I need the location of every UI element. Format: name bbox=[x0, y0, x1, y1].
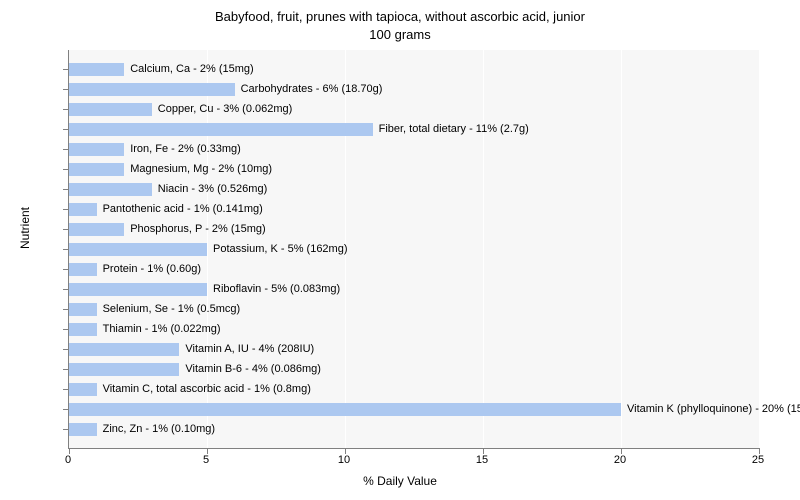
y-axis-title: Nutrient bbox=[18, 207, 32, 249]
bar-label: Iron, Fe - 2% (0.33mg) bbox=[130, 143, 241, 156]
bar bbox=[69, 363, 179, 376]
y-tick bbox=[63, 189, 69, 190]
title-line-1: Babyfood, fruit, prunes with tapioca, wi… bbox=[215, 9, 585, 24]
bar bbox=[69, 283, 207, 296]
bar-label: Fiber, total dietary - 11% (2.7g) bbox=[379, 123, 529, 136]
bar bbox=[69, 263, 97, 276]
y-tick bbox=[63, 389, 69, 390]
bar bbox=[69, 203, 97, 216]
bar-label: Phosphorus, P - 2% (15mg) bbox=[130, 223, 266, 236]
y-tick bbox=[63, 309, 69, 310]
bar-label: Protein - 1% (0.60g) bbox=[103, 263, 201, 276]
bar bbox=[69, 403, 621, 416]
y-tick bbox=[63, 129, 69, 130]
bar bbox=[69, 163, 124, 176]
bar bbox=[69, 243, 207, 256]
y-tick bbox=[63, 329, 69, 330]
bar-label: Magnesium, Mg - 2% (10mg) bbox=[130, 163, 272, 176]
bar bbox=[69, 223, 124, 236]
y-tick bbox=[63, 69, 69, 70]
bar bbox=[69, 183, 152, 196]
bar bbox=[69, 123, 373, 136]
nutrient-chart: Babyfood, fruit, prunes with tapioca, wi… bbox=[0, 0, 800, 500]
bar bbox=[69, 143, 124, 156]
bar-label: Vitamin K (phylloquinone) - 20% (15.8mcg… bbox=[627, 403, 800, 416]
y-tick bbox=[63, 289, 69, 290]
bar-label: Zinc, Zn - 1% (0.10mg) bbox=[103, 423, 215, 436]
bar-label: Pantothenic acid - 1% (0.141mg) bbox=[103, 203, 263, 216]
bar-label: Vitamin B-6 - 4% (0.086mg) bbox=[185, 363, 321, 376]
bar bbox=[69, 343, 179, 356]
y-tick bbox=[63, 429, 69, 430]
bar bbox=[69, 423, 97, 436]
bar bbox=[69, 303, 97, 316]
y-tick bbox=[63, 409, 69, 410]
y-tick bbox=[63, 109, 69, 110]
bar bbox=[69, 103, 152, 116]
bar bbox=[69, 83, 235, 96]
plot-area: Calcium, Ca - 2% (15mg) Carbohydrates - 6… bbox=[68, 50, 759, 449]
bar-label: Calcium, Ca - 2% (15mg) bbox=[130, 63, 253, 76]
bar bbox=[69, 63, 124, 76]
x-tick-label: 25 bbox=[752, 454, 764, 466]
bar bbox=[69, 383, 97, 396]
gridline bbox=[483, 50, 484, 448]
x-tick-label: 5 bbox=[203, 454, 209, 466]
bar bbox=[69, 323, 97, 336]
y-tick bbox=[63, 249, 69, 250]
chart-title: Babyfood, fruit, prunes with tapioca, wi… bbox=[0, 0, 800, 43]
y-tick bbox=[63, 269, 69, 270]
y-tick bbox=[63, 229, 69, 230]
y-tick bbox=[63, 369, 69, 370]
bar-label: Vitamin A, IU - 4% (208IU) bbox=[185, 343, 314, 356]
bar-label: Carbohydrates - 6% (18.70g) bbox=[241, 83, 383, 96]
x-tick-label: 10 bbox=[338, 454, 350, 466]
bar-label: Potassium, K - 5% (162mg) bbox=[213, 243, 348, 256]
title-line-2: 100 grams bbox=[369, 27, 430, 42]
y-tick bbox=[63, 149, 69, 150]
bar-label: Copper, Cu - 3% (0.062mg) bbox=[158, 103, 293, 116]
bar-label: Riboflavin - 5% (0.083mg) bbox=[213, 283, 340, 296]
gridline bbox=[759, 50, 760, 448]
y-tick bbox=[63, 209, 69, 210]
gridline bbox=[621, 50, 622, 448]
x-tick-label: 15 bbox=[476, 454, 488, 466]
y-tick bbox=[63, 89, 69, 90]
bar-label: Selenium, Se - 1% (0.5mcg) bbox=[103, 303, 241, 316]
x-tick-label: 20 bbox=[614, 454, 626, 466]
y-tick bbox=[63, 169, 69, 170]
bar-label: Thiamin - 1% (0.022mg) bbox=[103, 323, 221, 336]
y-tick bbox=[63, 349, 69, 350]
x-tick-label: 0 bbox=[65, 454, 71, 466]
bar-label: Vitamin C, total ascorbic acid - 1% (0.8… bbox=[103, 383, 311, 396]
x-axis-title: % Daily Value bbox=[0, 474, 800, 488]
bar-label: Niacin - 3% (0.526mg) bbox=[158, 183, 267, 196]
